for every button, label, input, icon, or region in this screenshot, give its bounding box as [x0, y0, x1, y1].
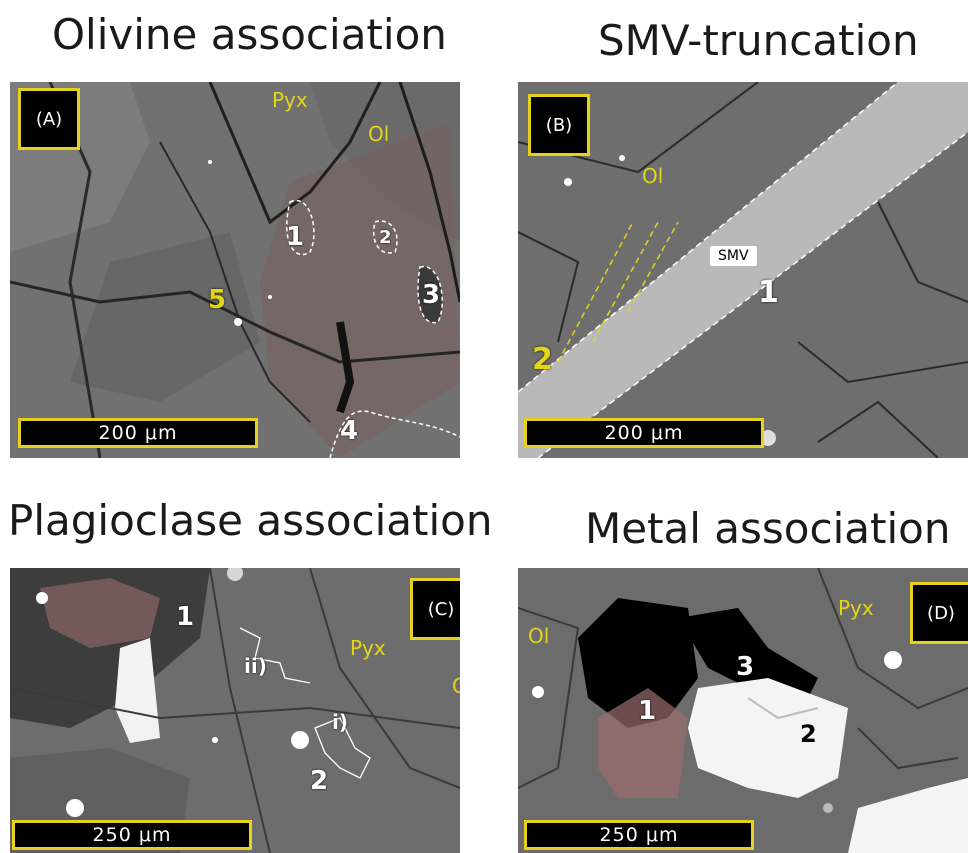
panel-c-marker-1: 1	[176, 602, 195, 632]
panel-a-image: (A) Pyx Ol 1 2 3 4 5 200 μm	[10, 82, 460, 458]
panel-b-title: SMV-truncation	[598, 16, 919, 65]
panel-a-scale-bar: 200 μm	[18, 418, 258, 448]
panel-b-marker-2: 2	[532, 342, 553, 377]
panel-a-marker-4: 4	[340, 416, 359, 446]
panel-c-scale-bar: 250 μm	[12, 820, 252, 850]
panel-b-image: (B) Ol SMV 1 2 200 μm	[518, 82, 968, 458]
panel-d-title: Metal association	[585, 504, 951, 553]
panel-c-marker-ii: ii)	[244, 654, 267, 678]
panel-c-title: Plagioclase association	[8, 496, 493, 545]
panel-d-scale-bar: 250 μm	[524, 820, 754, 850]
panel-b-smv-label: SMV	[710, 246, 757, 266]
panel-d-pyx-label: Pyx	[838, 596, 874, 620]
panel-d-tag: (D)	[910, 582, 968, 644]
panel-c-ol-label: Ol	[452, 674, 460, 698]
panel-b-tag: (B)	[528, 94, 590, 156]
panel-b-ol-label: Ol	[642, 164, 664, 188]
panel-d-micrograph	[518, 568, 968, 853]
panel-d-marker-3: 3	[736, 652, 755, 682]
panel-c-marker-2: 2	[310, 766, 329, 796]
panel-b-marker-1: 1	[758, 275, 779, 310]
panel-d-ol-label: Ol	[528, 624, 550, 648]
panel-a-micrograph	[10, 82, 460, 458]
panel-a-marker-5: 5	[208, 285, 227, 315]
panel-a-marker-2: 2	[379, 227, 392, 248]
panel-c-pyx-label: Pyx	[350, 636, 386, 660]
panel-d-image: (D) Pyx Ol 3 1 2 250 μm	[518, 568, 968, 853]
panel-c-image: (C) 1 ii) Pyx Ol i) 2 250 μm	[10, 568, 460, 853]
panel-c-marker-i: i)	[332, 710, 348, 734]
panel-a-marker-3: 3	[422, 280, 441, 310]
panel-a-tag: (A)	[18, 88, 80, 150]
panel-b-scale-bar: 200 μm	[524, 418, 764, 448]
panel-a-title: Olivine association	[52, 10, 447, 59]
panel-d-marker-1: 1	[638, 696, 657, 726]
panel-c-tag: (C)	[410, 578, 460, 640]
panel-a-marker-1: 1	[286, 222, 305, 252]
panel-d-marker-2: 2	[800, 720, 817, 748]
panel-b-micrograph	[518, 82, 968, 458]
panel-a-ol-label: Ol	[368, 122, 390, 146]
panel-a-pyx-label: Pyx	[272, 88, 308, 112]
panel-c-micrograph	[10, 568, 460, 853]
